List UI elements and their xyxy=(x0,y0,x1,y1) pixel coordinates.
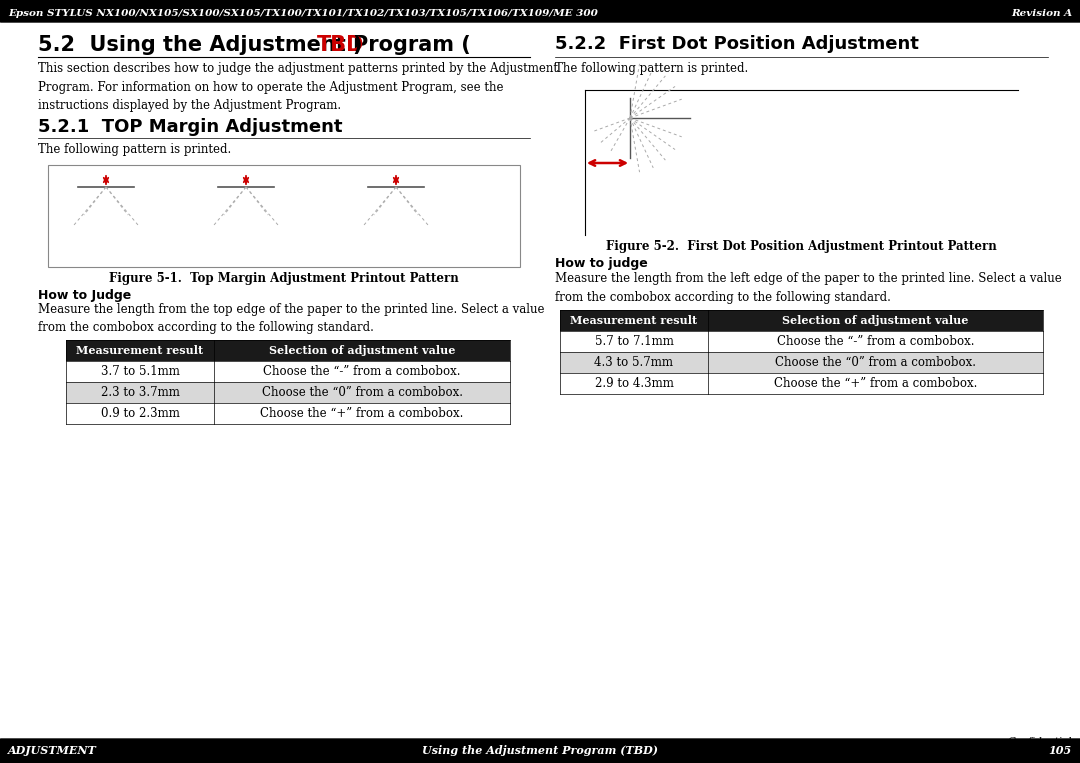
Text: 2.9 to 4.3mm: 2.9 to 4.3mm xyxy=(595,377,674,390)
Text: Choose the “-” from a combobox.: Choose the “-” from a combobox. xyxy=(264,365,461,378)
Text: Measure the length from the top edge of the paper to the printed line. Select a : Measure the length from the top edge of … xyxy=(38,303,544,334)
Text: Figure 5-1.  Top Margin Adjustment Printout Pattern: Figure 5-1. Top Margin Adjustment Printo… xyxy=(109,272,459,285)
Text: ): ) xyxy=(352,35,362,55)
Text: Choose the “0” from a combobox.: Choose the “0” from a combobox. xyxy=(775,356,976,369)
Text: Epson STYLUS NX100/NX105/SX100/SX105/TX100/TX101/TX102/TX103/TX105/TX106/TX109/M: Epson STYLUS NX100/NX105/SX100/SX105/TX1… xyxy=(8,9,598,18)
Text: Choose the “+” from a combobox.: Choose the “+” from a combobox. xyxy=(773,377,977,390)
Bar xyxy=(561,331,1043,352)
Text: The following pattern is printed.: The following pattern is printed. xyxy=(38,143,231,156)
Text: Revision A: Revision A xyxy=(1011,9,1072,18)
Text: 105: 105 xyxy=(1049,745,1072,756)
Text: ADJUSTMENT: ADJUSTMENT xyxy=(8,745,97,756)
Bar xyxy=(561,310,1043,331)
Bar xyxy=(66,382,510,403)
Text: Choose the “+” from a combobox.: Choose the “+” from a combobox. xyxy=(260,407,463,420)
Text: Choose the “0” from a combobox.: Choose the “0” from a combobox. xyxy=(261,386,462,399)
Bar xyxy=(66,361,510,382)
Text: 2.3 to 3.7mm: 2.3 to 3.7mm xyxy=(100,386,179,399)
Text: Measurement result: Measurement result xyxy=(77,345,203,356)
Text: How to judge: How to judge xyxy=(555,257,648,270)
Text: 3.7 to 5.1mm: 3.7 to 5.1mm xyxy=(100,365,179,378)
Bar xyxy=(0,739,1080,763)
Text: 0.9 to 2.3mm: 0.9 to 2.3mm xyxy=(100,407,179,420)
Text: Measure the length from the left edge of the paper to the printed line. Select a: Measure the length from the left edge of… xyxy=(555,272,1062,304)
Text: The following pattern is printed.: The following pattern is printed. xyxy=(555,62,748,75)
Text: Figure 5-2.  First Dot Position Adjustment Printout Pattern: Figure 5-2. First Dot Position Adjustmen… xyxy=(606,240,997,253)
Text: Selection of adjustment value: Selection of adjustment value xyxy=(782,315,969,326)
Text: 5.7 to 7.1mm: 5.7 to 7.1mm xyxy=(595,335,674,348)
Bar xyxy=(66,340,510,361)
Text: 5.2.1  TOP Margin Adjustment: 5.2.1 TOP Margin Adjustment xyxy=(38,118,342,136)
Bar xyxy=(561,352,1043,373)
Text: 5.2  Using the Adjustment Program (: 5.2 Using the Adjustment Program ( xyxy=(38,35,471,55)
Text: Choose the “-” from a combobox.: Choose the “-” from a combobox. xyxy=(777,335,974,348)
Bar xyxy=(48,165,519,267)
Bar xyxy=(66,403,510,424)
Text: Using the Adjustment Program (TBD): Using the Adjustment Program (TBD) xyxy=(422,745,658,756)
Text: How to Judge: How to Judge xyxy=(38,289,132,302)
Bar xyxy=(561,373,1043,394)
Text: Selection of adjustment value: Selection of adjustment value xyxy=(269,345,455,356)
Bar xyxy=(0,0,1080,22)
Text: Measurement result: Measurement result xyxy=(570,315,698,326)
Text: 4.3 to 5.7mm: 4.3 to 5.7mm xyxy=(594,356,674,369)
Text: Confidential: Confidential xyxy=(1008,737,1072,746)
Text: This section describes how to judge the adjustment patterns printed by the Adjus: This section describes how to judge the … xyxy=(38,62,558,112)
Text: 5.2.2  First Dot Position Adjustment: 5.2.2 First Dot Position Adjustment xyxy=(555,35,919,53)
Text: TBD: TBD xyxy=(318,35,364,55)
